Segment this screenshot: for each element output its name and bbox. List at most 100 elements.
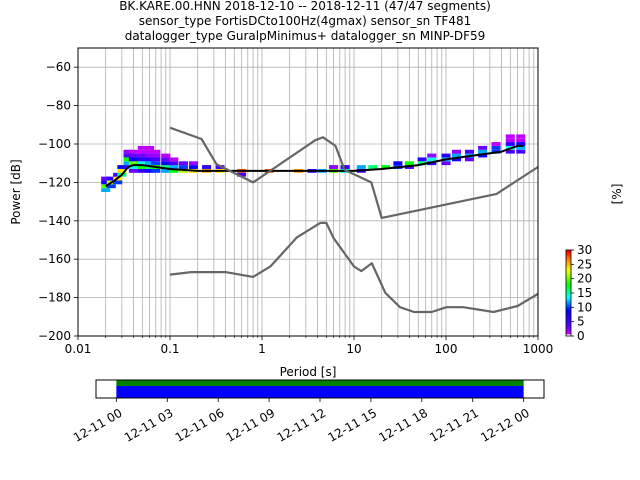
colorbar-segment	[566, 280, 571, 283]
x-tick-label: 100	[435, 342, 458, 356]
heatmap-cell	[441, 153, 451, 158]
colorbar-segment	[566, 296, 571, 299]
heatmap-cell	[145, 145, 155, 150]
colorbar-segment	[566, 300, 571, 303]
nlnm-line	[169, 221, 539, 314]
heatmap-cell	[380, 165, 391, 169]
heatmap-cell	[441, 161, 451, 166]
heatmap-cell	[161, 168, 171, 173]
x-axis-label: Period [s]	[280, 365, 337, 379]
heatmap-cell	[151, 157, 161, 162]
heatmap-cell	[128, 157, 138, 162]
heatmap-cell	[516, 149, 526, 154]
colorbar-segment	[566, 264, 571, 267]
heatmap-cell	[101, 184, 111, 189]
heatmap-cell	[491, 142, 501, 146]
coverage-tick-label: 12-11 12	[275, 406, 329, 445]
heatmap-cell	[178, 161, 188, 166]
heatmap-cell	[329, 165, 339, 169]
colorbar-segment	[566, 250, 571, 253]
coverage-bar-blue	[116, 386, 524, 398]
heatmap-cell	[478, 145, 488, 150]
heatmap-cell	[123, 149, 133, 154]
heatmap-cell	[101, 180, 111, 185]
coverage-bar-green	[116, 380, 524, 386]
heatmap-cell	[464, 157, 475, 162]
heatmap-cell	[145, 157, 155, 162]
heatmap-cell	[113, 180, 123, 185]
title-line-2: sensor_type FortisDCto100Hz(4gmax) senso…	[139, 14, 471, 28]
heatmap-cell	[123, 161, 133, 166]
colorbar-segment	[566, 312, 571, 315]
heatmap-cell	[404, 161, 414, 166]
heatmap-cell	[128, 153, 138, 158]
y-tick-label: −140	[38, 214, 71, 228]
heatmap-cell	[427, 153, 437, 158]
heatmap-cell	[505, 138, 515, 143]
coverage-tick-label: 12-12 00	[478, 406, 532, 445]
colorbar-segment	[566, 324, 571, 327]
heatmap-cell	[101, 188, 111, 192]
colorbar-segment	[566, 326, 571, 329]
heatmap-cell	[161, 157, 171, 162]
heatmap-cell	[106, 176, 116, 181]
y-axis-ticks: −200 −180 −160 −140 −120 −100 −80 −60	[38, 60, 78, 343]
heatmap-cell	[178, 165, 188, 169]
colorbar-segment	[566, 322, 571, 325]
heatmap-cell	[451, 157, 462, 162]
heatmap-cell	[478, 153, 488, 158]
heatmap-cell	[464, 149, 475, 154]
heatmap-cell	[151, 161, 161, 166]
colorbar-segment	[566, 266, 571, 269]
colorbar-segment	[566, 282, 571, 285]
heatmap-cell	[478, 149, 488, 154]
heatmap-cell	[106, 184, 116, 189]
heatmap-cell	[145, 149, 155, 154]
heatmap-cell	[137, 145, 147, 150]
colorbar-segment	[566, 290, 571, 293]
heatmap-cell	[123, 153, 133, 158]
colorbar-tick-label: 30	[577, 243, 592, 257]
x-tick-label: 0.01	[65, 342, 92, 356]
colorbar-segment	[566, 306, 571, 309]
colorbar-tick-label: 0	[577, 329, 585, 343]
colorbar-segment	[566, 276, 571, 279]
colorbar-segment	[566, 298, 571, 301]
colorbar-segment	[566, 302, 571, 305]
colorbar-segment	[566, 294, 571, 297]
colorbar-segment	[566, 292, 571, 295]
heatmap-cell	[117, 165, 127, 169]
heatmap-cell	[145, 161, 155, 166]
heatmap-cell	[516, 145, 526, 150]
heatmap-cell	[161, 153, 171, 158]
y-tick-label: −200	[38, 329, 71, 343]
heatmap-cell	[169, 168, 179, 173]
noise-model-lines	[105, 126, 539, 314]
heatmap-cell	[451, 153, 462, 158]
ppsd-plot: 0.01 0.1 1 10 100 1000 −200 −180 −160 −140 −120 −1…	[9, 47, 553, 379]
heatmap-cell	[161, 165, 171, 169]
heatmap-cell	[128, 168, 138, 173]
heatmap-cell	[169, 157, 179, 162]
heatmap-cell	[516, 142, 526, 146]
colorbar-segment	[566, 316, 571, 319]
colorbar-segment	[566, 308, 571, 311]
y-tick-label: −80	[46, 99, 71, 113]
heatmap-cell	[505, 142, 515, 146]
heatmap-cell	[417, 161, 427, 166]
heatmap-cell	[356, 165, 366, 169]
ppsd-heatmap	[101, 134, 526, 192]
title-line-3: datalogger_type GuralpMinimus+ datalogge…	[125, 29, 486, 43]
heatmap-cell	[137, 168, 147, 173]
grid-major	[77, 48, 539, 337]
colorbar-segment	[566, 254, 571, 257]
heatmap-cell	[123, 157, 133, 162]
colorbar-gradient	[566, 250, 571, 337]
heatmap-cell	[393, 161, 403, 166]
heatmap-cell	[505, 149, 515, 154]
coverage-tick-label: 12-11 21	[427, 406, 481, 445]
y-tick-label: −180	[38, 291, 71, 305]
